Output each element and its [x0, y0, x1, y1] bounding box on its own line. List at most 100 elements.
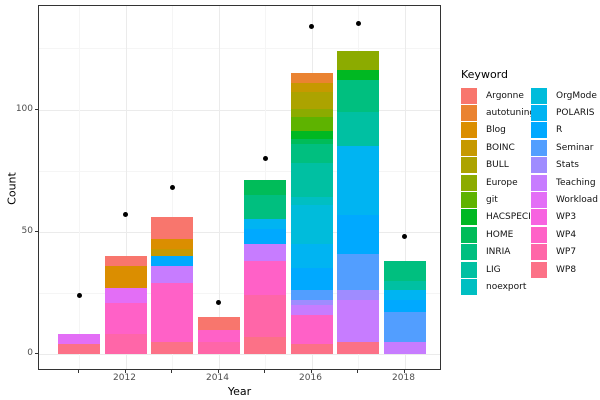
bar-2015-segment-WP4 [244, 261, 286, 296]
bar-2017 [337, 50, 379, 354]
legend-label-autotuning: autotuning [486, 108, 536, 119]
bar-2017-segment-POLARIS [337, 146, 379, 215]
x-tick-2014 [217, 370, 219, 373]
bar-2017-segment-LIG [337, 111, 379, 147]
x-tick-label-2014: 2014 [206, 373, 229, 383]
bar-2016-segment-HOME [290, 138, 333, 144]
bar-2016-segment-OrgMode [290, 204, 333, 244]
legend-swatch-noexport [461, 278, 477, 295]
legend-item-OrgMode: OrgMode [531, 87, 600, 104]
bar-2012-segment-WP7 [104, 334, 147, 354]
legend-label-INRIA: INRIA [486, 247, 511, 258]
legend-swatch-Europe [461, 174, 477, 191]
legend-swatch-WP4 [531, 226, 547, 243]
bar-2014-segment-Argonne [197, 317, 240, 330]
gridline-y-major-100 [39, 109, 440, 111]
bar-2013-segment-R [151, 256, 193, 266]
bar-2018-segment-Seminar [383, 312, 426, 342]
plot-panel [38, 5, 441, 370]
legend-item-LIG: LIG [461, 261, 529, 278]
bar-2014 [197, 317, 240, 354]
y-tick-100 [35, 108, 38, 110]
legend-label-LIG: LIG [486, 264, 501, 275]
gridline-x-minor-2011 [79, 6, 80, 369]
bar-2016-segment-POLARIS [290, 243, 333, 269]
legend-column-1: Argonne autotuning Blog BOINC BULL Europe git H… [461, 87, 537, 296]
bar-2016-segment-R [290, 268, 333, 291]
legend-item-WP3: WP3 [531, 209, 600, 226]
bar-2017-segment-Teaching [337, 300, 379, 342]
bar-2018-segment-POLARIS [383, 290, 426, 301]
y-tick-label-50: 50 [21, 225, 33, 236]
bar-2013-segment-WP4 [151, 283, 193, 342]
legend-item-Blog: Blog [461, 122, 529, 139]
legend-label-Seminar: Seminar [556, 142, 594, 153]
bar-2013-segment-Argonne [151, 217, 193, 240]
bar-2011-segment-Workload [58, 334, 100, 345]
legend-label-Stats: Stats [556, 160, 579, 171]
bar-2016-segment-autotuning [290, 72, 333, 83]
x-axis-title: Year [227, 385, 252, 398]
x-tick-2015 [264, 370, 265, 373]
legend-item-Seminar: Seminar [531, 139, 600, 156]
x-tick-2017 [357, 370, 358, 373]
bar-2017-segment-Stats [337, 290, 379, 301]
bar-2017-segment-R [337, 214, 379, 254]
legend-label-OrgMode: OrgMode [556, 90, 597, 101]
data-point-2013 [169, 185, 175, 191]
bar-2013-segment-WP8 [151, 341, 193, 354]
legend-label-noexport: noexport [486, 281, 527, 292]
legend-label-Blog: Blog [486, 125, 506, 136]
legend-item-autotuning: autotuning [461, 104, 535, 122]
legend-item-Europe: Europe [461, 174, 529, 191]
data-point-2012 [123, 212, 128, 218]
data-point-2016 [309, 23, 314, 29]
legend-title: Keyword [461, 68, 508, 81]
legend: Keyword Argonne autotuning Blog BOINC BULL Eu… [461, 68, 600, 296]
bar-2015 [244, 180, 286, 354]
bar-2016-segment-Stats [290, 300, 333, 305]
legend-item-POLARIS: POLARIS [531, 104, 600, 122]
legend-item-Argonne: Argonne [461, 87, 529, 104]
legend-swatch-INRIA [461, 244, 477, 261]
bar-2015-segment-Teaching [244, 243, 286, 262]
bar-2015-segment-HOME [244, 180, 286, 196]
legend-label-HACSPECIS: HACSPECIS [486, 212, 537, 223]
legend-item-BOINC: BOINC [461, 139, 529, 156]
gridline-y-minor-75 [39, 170, 440, 172]
bar-2012 [104, 256, 147, 354]
legend-swatch-HOME [461, 226, 477, 243]
data-point-2018 [402, 234, 407, 240]
legend-item-WP4: WP4 [531, 226, 600, 243]
legend-swatch-Teaching [531, 174, 547, 191]
legend-item-Workload: Workload [531, 191, 600, 209]
bar-2017-segment-HACSPECIS [337, 70, 379, 81]
y-tick-label-0: 0 [27, 348, 33, 358]
bar-2013-segment-Teaching [151, 265, 193, 284]
legend-item-WP8: WP8 [531, 261, 600, 278]
bar-2018-segment-LIG [383, 280, 426, 291]
x-tick-2013 [171, 370, 172, 373]
bar-2015-segment-POLARIS [244, 219, 286, 230]
bar-2015-segment-R [244, 229, 286, 244]
bar-2011 [58, 334, 100, 354]
legend-item-Teaching: Teaching [531, 174, 600, 191]
bar-2016-segment-WP4 [290, 314, 333, 345]
bar-2015-segment-INRIA [244, 195, 286, 220]
bar-2017-segment-WP8 [337, 341, 379, 354]
legend-item-BULL: BULL [461, 157, 529, 174]
legend-label-WP8: WP8 [556, 264, 577, 275]
gridline-y-major-50 [39, 231, 440, 233]
bar-2012-segment-Argonne [104, 256, 147, 266]
legend-swatch-LIG [461, 261, 477, 278]
legend-label-WP7: WP7 [556, 247, 577, 258]
legend-swatch-Blog [461, 122, 477, 139]
y-axis-title: Count [5, 172, 19, 205]
x-tick-label-2018: 2018 [392, 373, 415, 383]
bar-2016-segment-BULL [290, 92, 333, 110]
legend-swatch-OrgMode [531, 87, 547, 104]
legend-swatch-autotuning [461, 105, 477, 122]
bar-2018-segment-INRIA [383, 261, 426, 281]
legend-swatch-WP3 [531, 209, 547, 226]
